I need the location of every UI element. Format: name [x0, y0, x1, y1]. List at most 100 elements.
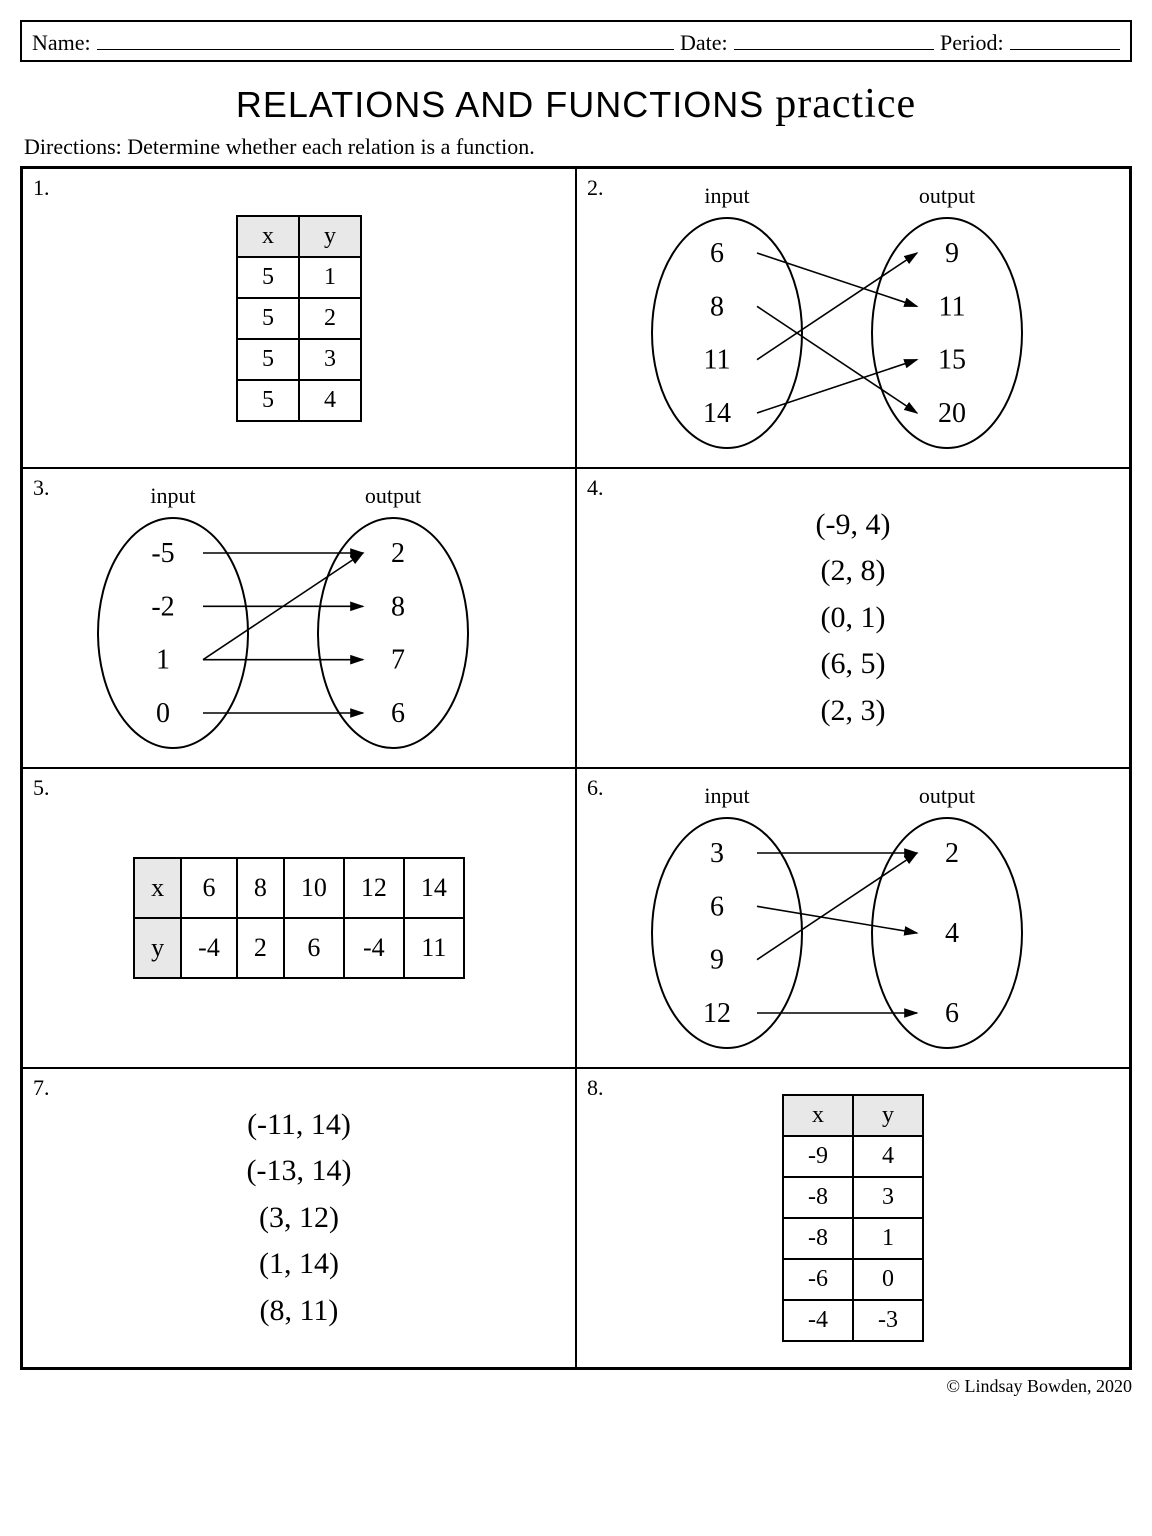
directions-text: Directions: Determine whether each relat…: [24, 134, 1132, 160]
problem-7: 7. (-11, 14)(-13, 14)(3, 12)(1, 14)(8, 1…: [22, 1068, 576, 1368]
svg-text:output: output: [919, 783, 975, 808]
svg-text:4: 4: [945, 918, 959, 949]
table-cell: 6: [181, 858, 237, 918]
table-row: y-426-411: [134, 918, 464, 978]
problem-number: 5.: [33, 775, 50, 801]
period-label: Period:: [940, 30, 1004, 56]
ordered-pairs: (-11, 14)(-13, 14)(3, 12)(1, 14)(8, 11): [247, 1102, 352, 1335]
table-cell: 11: [404, 918, 464, 978]
date-label: Date:: [680, 30, 728, 56]
svg-text:input: input: [150, 483, 195, 508]
problem-5: 5. x68101214y-426-411: [22, 768, 576, 1068]
svg-text:12: 12: [703, 998, 731, 1029]
table-row: -83: [783, 1177, 923, 1218]
ordered-pair: (0, 1): [816, 595, 891, 642]
svg-text:8: 8: [710, 292, 724, 323]
table-cell: 2: [237, 918, 284, 978]
copyright-text: © Lindsay Bowden, 2020: [20, 1376, 1132, 1397]
table-cell: -4: [344, 918, 404, 978]
svg-text:output: output: [919, 183, 975, 208]
svg-text:15: 15: [938, 345, 966, 376]
table-cell: -4: [783, 1300, 853, 1341]
table-cell: 3: [299, 339, 361, 380]
svg-text:8: 8: [391, 592, 405, 623]
svg-text:9: 9: [710, 945, 724, 976]
table-header: y: [299, 216, 361, 257]
svg-text:9: 9: [945, 238, 959, 269]
problem-8: 8. xy-94-83-81-60-4-3: [576, 1068, 1130, 1368]
ordered-pair: (-13, 14): [247, 1148, 352, 1195]
svg-text:14: 14: [703, 398, 731, 429]
ordered-pair: (-11, 14): [247, 1102, 352, 1149]
table-cell: -6: [783, 1259, 853, 1300]
svg-text:output: output: [365, 483, 421, 508]
ordered-pair: (6, 5): [816, 641, 891, 688]
title-script: practice: [775, 81, 916, 127]
table-cell: -3: [853, 1300, 923, 1341]
svg-text:11: 11: [704, 345, 731, 376]
mapping-diagram: 36912246inputoutput: [587, 778, 1119, 1058]
svg-text:6: 6: [710, 238, 724, 269]
problem-3: 3. -5-2102876inputoutput: [22, 468, 576, 768]
table-cell: 10: [284, 858, 344, 918]
problem-number: 7.: [33, 1075, 50, 1101]
table-cell: 4: [299, 380, 361, 421]
table-row: 53: [237, 339, 361, 380]
svg-text:7: 7: [391, 645, 405, 676]
table-cell: 3: [853, 1177, 923, 1218]
table-cell: 12: [344, 858, 404, 918]
mapping-diagram: -5-2102876inputoutput: [33, 478, 565, 758]
table-cell: 1: [299, 257, 361, 298]
name-label: Name:: [32, 30, 91, 56]
table-cell: 14: [404, 858, 464, 918]
ordered-pair: (1, 14): [247, 1241, 352, 1288]
table-cell: 8: [237, 858, 284, 918]
table-header: x: [783, 1095, 853, 1136]
ordered-pair: (2, 3): [816, 688, 891, 735]
svg-text:6: 6: [710, 892, 724, 923]
ordered-pairs: (-9, 4)(2, 8)(0, 1)(6, 5)(2, 3): [816, 502, 891, 735]
table-cell: -4: [181, 918, 237, 978]
ordered-pair: (2, 8): [816, 548, 891, 595]
table-row: 52: [237, 298, 361, 339]
ordered-pair: (3, 12): [247, 1195, 352, 1242]
svg-text:0: 0: [156, 698, 170, 729]
table-row: x68101214: [134, 858, 464, 918]
xy-table: xy-94-83-81-60-4-3: [782, 1094, 924, 1342]
problem-1: 1. xy51525354: [22, 168, 576, 468]
table-row: -4-3: [783, 1300, 923, 1341]
table-row: 51: [237, 257, 361, 298]
table-row: -60: [783, 1259, 923, 1300]
mapping-diagram: 6 8 11 14 9 11 15 20 input output: [587, 178, 1119, 458]
problem-number: 1.: [33, 175, 50, 201]
svg-text:11: 11: [939, 292, 966, 323]
table-cell: 5: [237, 257, 299, 298]
svg-text:1: 1: [156, 645, 170, 676]
title-main: RELATIONS AND FUNCTIONS: [236, 84, 764, 125]
problem-number: 8.: [587, 1075, 604, 1101]
problem-number: 4.: [587, 475, 604, 501]
svg-text:20: 20: [938, 398, 966, 429]
svg-text:6: 6: [391, 698, 405, 729]
table-cell: 6: [284, 918, 344, 978]
svg-text:input: input: [704, 183, 749, 208]
table-cell: -9: [783, 1136, 853, 1177]
table-header: y: [134, 918, 181, 978]
problem-2: 2. 6811149111520inputoutput: [576, 168, 1130, 468]
table-cell: -8: [783, 1177, 853, 1218]
table-row: 54: [237, 380, 361, 421]
table-header: y: [853, 1095, 923, 1136]
table-cell: 2: [299, 298, 361, 339]
problems-grid: 1. xy51525354 2. 6811149111520inputoutpu…: [20, 166, 1132, 1370]
table-cell: 5: [237, 339, 299, 380]
svg-text:-5: -5: [151, 538, 174, 569]
svg-text:6: 6: [945, 998, 959, 1029]
table-cell: 1: [853, 1218, 923, 1259]
table-cell: 5: [237, 298, 299, 339]
problem-6: 6. 36912246inputoutput: [576, 768, 1130, 1068]
xy-horizontal-table: x68101214y-426-411: [133, 857, 465, 979]
table-cell: -8: [783, 1218, 853, 1259]
table-header: x: [237, 216, 299, 257]
worksheet-title: RELATIONS AND FUNCTIONS practice: [20, 80, 1132, 128]
ordered-pair: (8, 11): [247, 1288, 352, 1335]
